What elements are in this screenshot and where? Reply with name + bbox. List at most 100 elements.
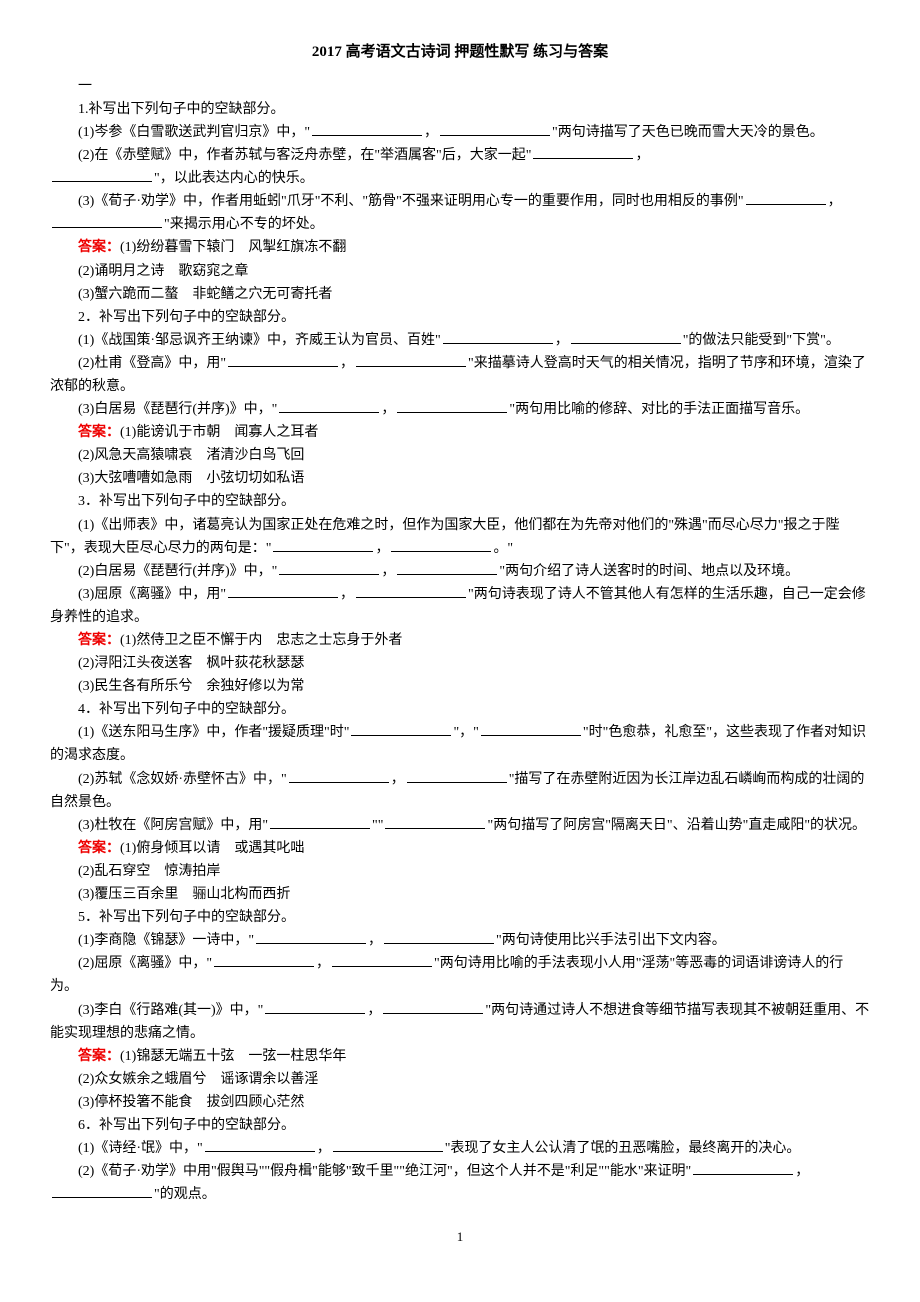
q1-p2a: (2)在《赤壁赋》中，作者苏轼与客泛舟赤壁，在"举酒属客"后，大家一起" (78, 148, 531, 163)
q2-p3c: "两句用比喻的修辞、对比的手法正面描写音乐。 (509, 402, 809, 417)
q3-a1: (1)然侍卫之臣不懈于内 忠志之士忘身于外者 (120, 633, 402, 648)
blank (214, 952, 314, 967)
q4-p2: (2)苏轼《念奴娇·赤壁怀古》中，"，"描写了在赤壁附近因为长江岸边乱石嶙峋而构… (50, 768, 870, 814)
q5-p3a: (3)李白《行路难(其一)》中，" (78, 1003, 263, 1018)
answer-label: 答案： (78, 425, 120, 440)
q5-p2b: ， (316, 956, 330, 971)
blank (256, 929, 366, 944)
q1-a2: (2)诵明月之诗 歌窈窕之章 (50, 260, 870, 283)
blank (397, 560, 497, 575)
page-number: 1 (50, 1226, 870, 1247)
blank (356, 352, 466, 367)
blank (383, 999, 483, 1014)
q1-p1a: (1)岑参《白雪歌送武判官归京》中，" (78, 125, 310, 140)
q6-p2c: "的观点。 (154, 1187, 216, 1202)
q6-p2: (2)《荀子·劝学》中用"假舆马""假舟楫"能够"致千里""绝江河"，但这个人并… (50, 1160, 870, 1206)
q1-p2b: ， (635, 148, 649, 163)
blank (205, 1137, 315, 1152)
blank (289, 768, 389, 783)
q5-head: 5．补写出下列句子中的空缺部分。 (50, 906, 870, 929)
q5-a3: (3)停杯投箸不能食 拔剑四顾心茫然 (50, 1091, 870, 1114)
blank (228, 583, 338, 598)
section-number: 一 (50, 75, 870, 98)
blank (481, 721, 581, 736)
q2-p2: (2)杜甫《登高》中，用"，"来描摹诗人登高时天气的相关情况，指明了节序和环境，… (50, 352, 870, 398)
q1-p3: (3)《荀子·劝学》中，作者用蚯蚓"爪牙"不利、"筋骨"不强来证明用心专一的重要… (50, 190, 870, 236)
blank (312, 121, 422, 136)
blank (533, 144, 633, 159)
q1-p3a: (3)《荀子·劝学》中，作者用蚯蚓"爪牙"不利、"筋骨"不强来证明用心专一的重要… (78, 194, 744, 209)
q3-p1b: ， (375, 541, 389, 556)
q5-p1c: "两句诗使用比兴手法引出下文内容。 (496, 933, 726, 948)
q4-head: 4．补写出下列句子中的空缺部分。 (50, 698, 870, 721)
q1-p3c: "来揭示用心不专的坏处。 (164, 217, 324, 232)
q5-a2: (2)众女嫉余之蛾眉兮 谣诼谓余以善淫 (50, 1068, 870, 1091)
blank (384, 929, 494, 944)
answer-label: 答案： (78, 1049, 120, 1064)
q2-ans1: 答案：(1)能谤讥于市朝 闻寡人之耳者 (50, 421, 870, 444)
q3-p1c: 。" (493, 541, 513, 556)
blank (52, 1183, 152, 1198)
q1-p1: (1)岑参《白雪歌送武判官归京》中，"，"两句诗描写了天色已晚而雪大天冷的景色。 (50, 121, 870, 144)
q5-p1b: ， (368, 933, 382, 948)
q4-p2b: ， (391, 772, 405, 787)
blank (279, 560, 379, 575)
q2-p3: (3)白居易《琵琶行(并序)》中，" ， "两句用比喻的修辞、对比的手法正面描写音乐… (50, 398, 870, 421)
blank (52, 167, 152, 182)
blank (356, 583, 466, 598)
q2-p1a: (1)《战国策·邹忌讽齐王纳谏》中，齐威王认为官员、百姓" (78, 333, 441, 348)
answer-label: 答案： (78, 633, 120, 648)
q2-p1: (1)《战国策·邹忌讽齐王纳谏》中，齐威王认为官员、百姓" ， "的做法只能受到"下… (50, 329, 870, 352)
q1-p3b: ， (828, 194, 842, 209)
q2-p1c: "的做法只能受到"下赏"。 (683, 333, 840, 348)
q1-ans1: 答案：(1)纷纷暮雪下辕门 风掣红旗冻不翻 (50, 236, 870, 259)
q3-a3: (3)民生各有所乐兮 余独好修以为常 (50, 675, 870, 698)
blank (273, 537, 373, 552)
q4-p1a: (1)《送东阳马生序》中，作者"援疑质理"时" (78, 725, 349, 740)
q2-head: 2．补写出下列句子中的空缺部分。 (50, 306, 870, 329)
q4-a2: (2)乱石穿空 惊涛拍岸 (50, 860, 870, 883)
q2-a2: (2)风急天高猿啸哀 渚清沙白鸟飞回 (50, 444, 870, 467)
q1-a1: (1)纷纷暮雪下辕门 风掣红旗冻不翻 (120, 240, 346, 255)
q6-p1b: ， (317, 1141, 331, 1156)
q5-ans1: 答案：(1)锦瑟无端五十弦 一弦一柱思华年 (50, 1045, 870, 1068)
blank (351, 721, 451, 736)
blank (693, 1160, 793, 1175)
q4-p3a: (3)杜牧在《阿房宫赋》中，用" (78, 818, 268, 833)
q6-head: 6．补写出下列句子中的空缺部分。 (50, 1114, 870, 1137)
q5-p1a: (1)李商隐《锦瑟》一诗中，" (78, 933, 254, 948)
q2-p2b: ， (340, 356, 354, 371)
q1-p1b: ， (424, 125, 438, 140)
blank (333, 1137, 443, 1152)
q4-p2a: (2)苏轼《念奴娇·赤壁怀古》中，" (78, 772, 287, 787)
answer-label: 答案： (78, 841, 120, 856)
q2-p3a: (3)白居易《琵琶行(并序)》中，" (78, 402, 277, 417)
blank (332, 952, 432, 967)
blank (52, 213, 162, 228)
blank (385, 814, 485, 829)
q4-a3: (3)覆压三百余里 骊山北构而西折 (50, 883, 870, 906)
q2-p3b: ， (381, 402, 395, 417)
answer-label: 答案： (78, 240, 120, 255)
q4-p1b: "，" (453, 725, 478, 740)
q3-p2: (2)白居易《琵琶行(并序)》中，"，"两句介绍了诗人送客时的时间、地点以及环境… (50, 560, 870, 583)
blank (265, 999, 365, 1014)
q3-p2a: (2)白居易《琵琶行(并序)》中，" (78, 564, 277, 579)
q3-p1: (1)《出师表》中，诸葛亮认为国家正处在危难之时，但作为国家大臣，他们都在为先帝… (50, 514, 870, 560)
q6-p1: (1)《诗经·氓》中，"，"表现了女主人公认清了氓的丑恶嘴脸，最终离开的决心。 (50, 1137, 870, 1160)
q2-p1b: ， (555, 333, 569, 348)
q4-p3c: "两句描写了阿房宫"隔离天日"、沿着山势"直走咸阳"的状况。 (487, 818, 866, 833)
blank (407, 768, 507, 783)
q5-p1: (1)李商隐《锦瑟》一诗中，" ， "两句诗使用比兴手法引出下文内容。 (50, 929, 870, 952)
q1-a3: (3)蟹六跪而二螯 非蛇鳝之穴无可寄托者 (50, 283, 870, 306)
q3-ans1: 答案：(1)然侍卫之臣不懈于内 忠志之士忘身于外者 (50, 629, 870, 652)
q3-a2: (2)浔阳江头夜送客 枫叶荻花秋瑟瑟 (50, 652, 870, 675)
q3-p2c: "两句介绍了诗人送客时的时间、地点以及环境。 (499, 564, 799, 579)
blank (440, 121, 550, 136)
q3-p3: (3)屈原《离骚》中，用"，"两句诗表现了诗人不管其他人有怎样的生活乐趣，自己一… (50, 583, 870, 629)
q3-p3b: ， (340, 587, 354, 602)
blank (443, 329, 553, 344)
blank (228, 352, 338, 367)
q5-p3b: ， (367, 1003, 381, 1018)
blank (270, 814, 370, 829)
